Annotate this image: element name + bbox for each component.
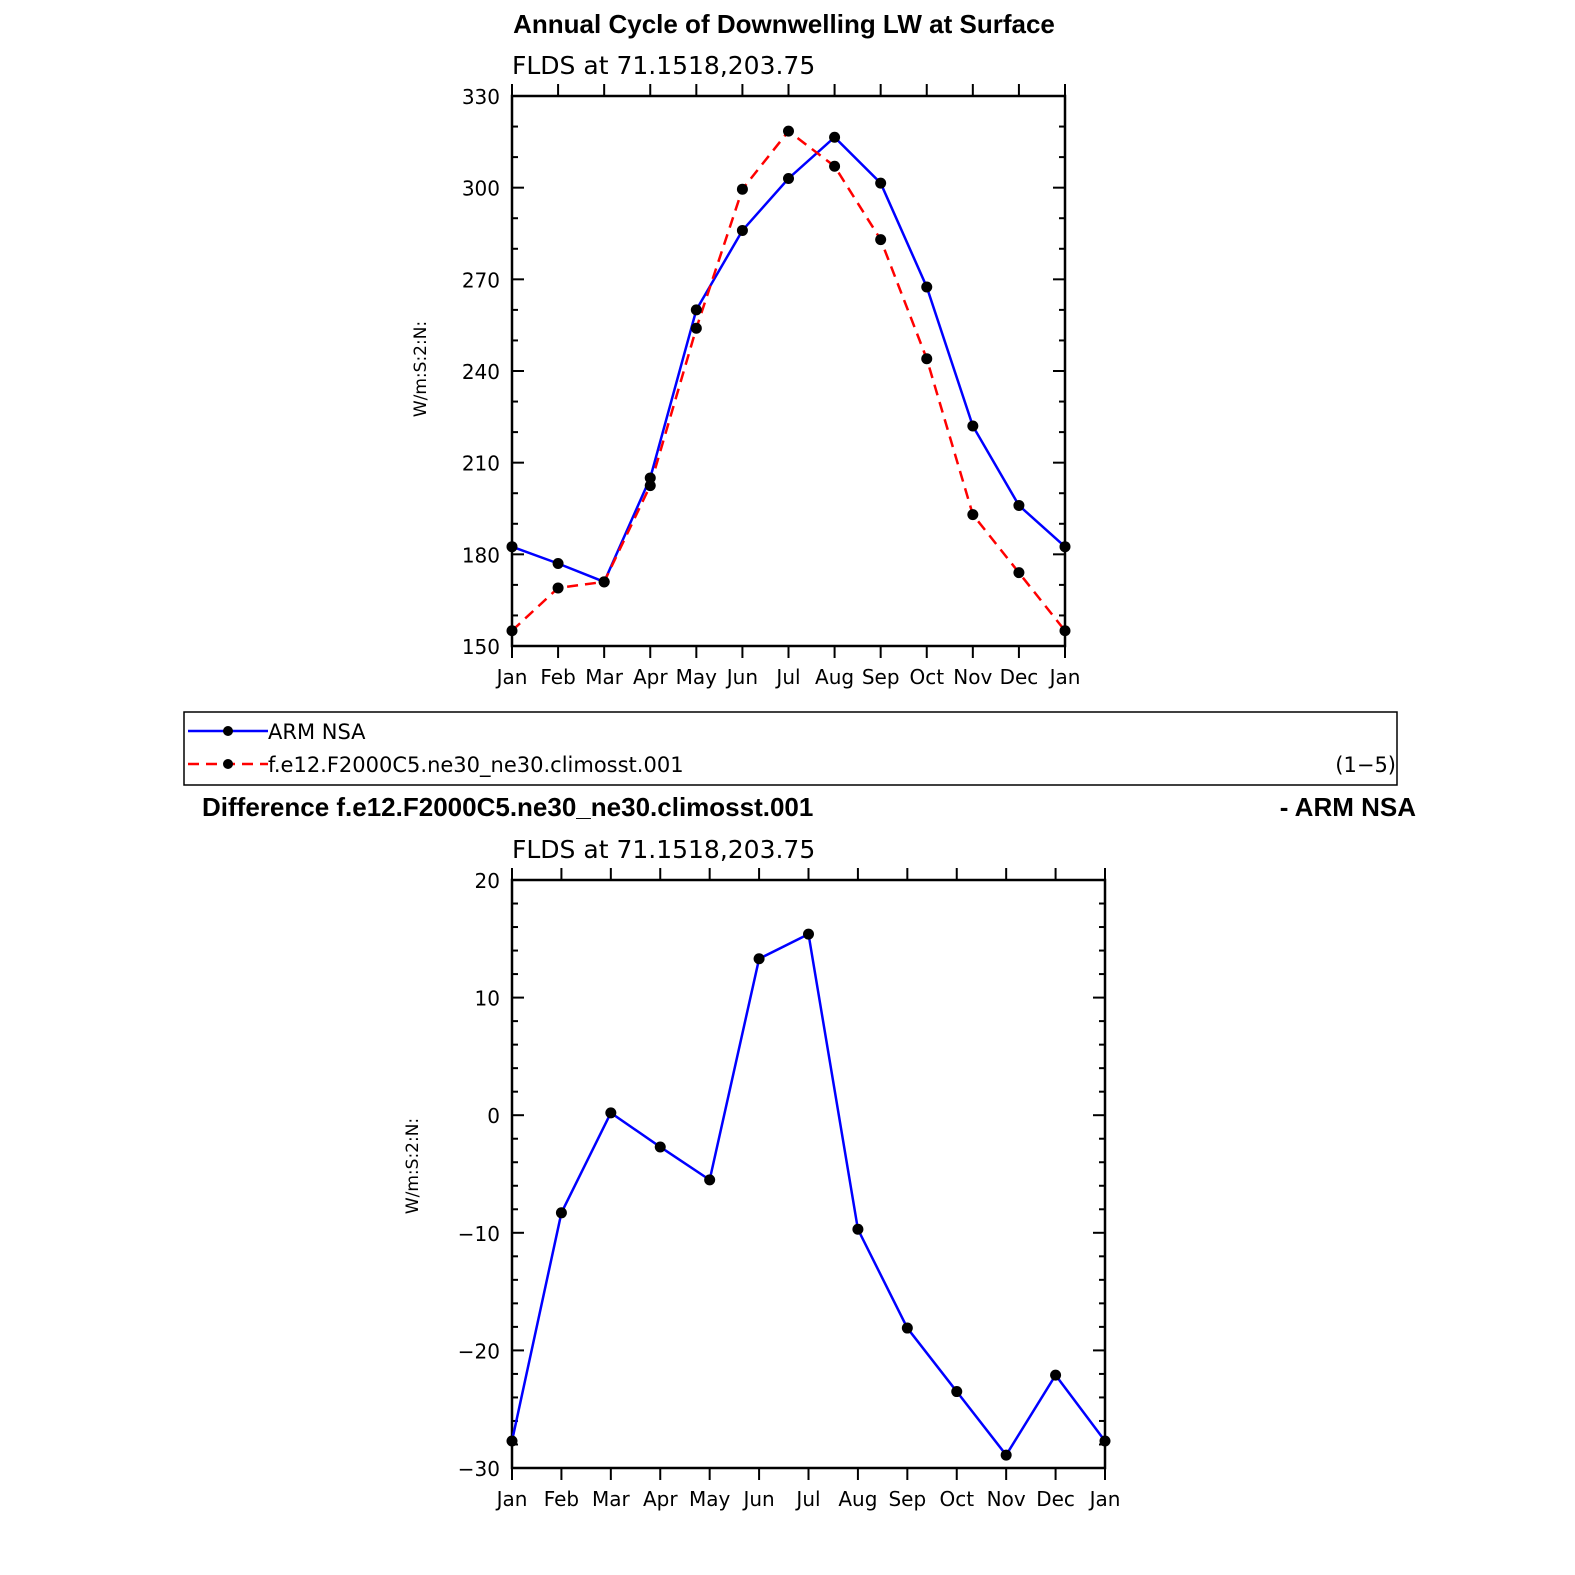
- chart1-series-1-point: [1059, 625, 1071, 637]
- chart1-x-tick-label: Jan: [495, 665, 528, 689]
- annual-cycle-chart: Annual Cycle of Downwelling LW at Surfac…: [411, 9, 1080, 689]
- chart1-y-tick-label: 240: [462, 360, 500, 384]
- chart2-x-tick-label: Jan: [1088, 1487, 1121, 1511]
- chart1-series-0-point: [783, 173, 794, 184]
- chart1-series-0-point: [506, 541, 518, 553]
- chart1-series-1-point: [598, 576, 610, 588]
- chart1-subtitle: FLDS at 71.1518,203.75: [512, 51, 815, 80]
- chart1-series-1-point: [829, 160, 841, 172]
- chart2-series-0-point: [951, 1386, 963, 1398]
- chart2-x-tick-label: Nov: [987, 1487, 1026, 1511]
- legend-note: (1−5): [1335, 753, 1396, 777]
- chart1-x-tick-label: Nov: [953, 665, 992, 689]
- chart2-y-tick-label: −20: [458, 1339, 500, 1363]
- chart2-title-right: - ARM NSA: [1280, 792, 1416, 822]
- chart1-x-tick-label: Oct: [909, 665, 944, 689]
- chart1-series-0-line: [511, 135, 1066, 584]
- chart2-series-0-point: [1050, 1369, 1062, 1381]
- chart1-title: Annual Cycle of Downwelling LW at Surfac…: [513, 9, 1055, 39]
- chart1-y-tick-label: 270: [462, 268, 500, 292]
- chart1-series-0-point: [552, 558, 564, 569]
- legend: ARM NSA f.e12.F2000C5.ne30_ne30.climosst…: [183, 711, 1398, 786]
- chart1-series-0-point: [967, 420, 979, 432]
- chart1-x-tick-label: Mar: [585, 665, 624, 689]
- chart2-x-tick-label: Oct: [939, 1487, 974, 1511]
- chart2-series-0-point: [654, 1141, 666, 1153]
- chart1-series-0-point: [690, 304, 702, 316]
- chart2-subtitle: FLDS at 71.1518,203.75: [512, 835, 815, 864]
- chart1-series-0-point: [875, 177, 887, 189]
- chart2-x-tick-label: Sep: [888, 1487, 926, 1511]
- chart1-series-0-point: [1059, 541, 1071, 553]
- chart1-series-1-point: [783, 125, 794, 137]
- chart2-y-tick-label: −10: [458, 1222, 500, 1246]
- chart2-series-0-point: [901, 1322, 913, 1334]
- chart2-x-tick-label: Jul: [794, 1487, 820, 1511]
- chart1-series-1-point: [644, 480, 656, 492]
- chart1-x-tick-label: Dec: [1000, 665, 1039, 689]
- chart2-x-tick-label: Mar: [592, 1487, 631, 1511]
- chart1-x-tick-label: May: [676, 665, 718, 689]
- chart2-series-0-point: [704, 1174, 716, 1186]
- chart1-x-tick-label: Feb: [540, 665, 575, 689]
- chart2-series-0-line: [510, 932, 1106, 1458]
- chart2-series-0-point: [852, 1223, 864, 1235]
- chart2-x-tick-label: Jun: [741, 1487, 774, 1511]
- chart1-x-tick-label: Jul: [774, 665, 800, 689]
- chart1-x-tick-label: Jun: [725, 665, 758, 689]
- chart2-series-0-point: [803, 928, 814, 940]
- chart1-series-1-point: [690, 322, 702, 334]
- chart1-series-0-point: [829, 131, 841, 143]
- chart2-series-0-point: [506, 1435, 518, 1447]
- chart1-y-tick-label: 210: [462, 452, 500, 476]
- chart1-x-tick-label: Aug: [815, 665, 854, 689]
- chart1-series-0-point: [644, 472, 656, 484]
- chart1-y-tick-label: 330: [462, 85, 500, 109]
- chart1-series-1-point: [506, 625, 518, 637]
- chart1-series-0-point: [1013, 499, 1025, 511]
- chart1-series-0-point: [736, 224, 748, 236]
- chart2-x-tick-label: Apr: [643, 1487, 678, 1511]
- chart2-y-axis-label: W/m:S:2:N:: [403, 1118, 423, 1214]
- chart2-x-tick-label: Jan: [495, 1487, 528, 1511]
- chart1-y-axis-label: W/m:S:2:N:: [411, 321, 431, 417]
- chart1-y-tick-label: 300: [462, 177, 500, 201]
- chart1-y-tick-label: 180: [462, 543, 500, 567]
- chart1-x-tick-label: Apr: [633, 665, 668, 689]
- chart1-series-1-point: [875, 234, 887, 246]
- chart1-x-tick-label: Jan: [1048, 665, 1081, 689]
- chart1-y-tick-label: 150: [462, 635, 500, 659]
- legend-label-model: f.e12.F2000C5.ne30_ne30.climosst.001: [268, 753, 684, 778]
- chart2-y-tick-label: 10: [475, 987, 500, 1011]
- chart2-series-0-point: [555, 1207, 567, 1219]
- chart1-series-0-point: [921, 281, 933, 293]
- chart1-series-1-line: [511, 129, 1066, 632]
- chart1-series-1-point: [552, 582, 564, 594]
- chart2-series-0-point: [605, 1107, 617, 1119]
- chart2-series-0-point: [753, 953, 765, 965]
- chart2-y-tick-label: −30: [458, 1457, 500, 1481]
- chart1-series-1-point: [921, 353, 933, 365]
- chart2-series-0-point: [1099, 1435, 1111, 1447]
- chart2-x-tick-label: Aug: [838, 1487, 877, 1511]
- chart2-y-tick-label: 20: [475, 869, 500, 893]
- chart2-x-tick-label: Feb: [544, 1487, 579, 1511]
- legend-marker-arm-nsa: [223, 726, 233, 736]
- legend-box: [183, 711, 1398, 786]
- chart1-series-1-point: [736, 183, 748, 195]
- chart1-x-tick-label: Sep: [862, 665, 900, 689]
- chart2-y-tick-label: 0: [487, 1104, 500, 1128]
- difference-chart: Difference f.e12.F2000C5.ne30_ne30.climo…: [202, 792, 1416, 1511]
- chart2-series-0-point: [1000, 1449, 1012, 1461]
- chart2-plot-frame: [510, 878, 1107, 1470]
- chart1-series-1-point: [967, 509, 979, 521]
- chart1-series-1-point: [1013, 567, 1025, 579]
- chart2-title-left: Difference f.e12.F2000C5.ne30_ne30.climo…: [202, 792, 813, 822]
- legend-label-arm-nsa: ARM NSA: [268, 720, 366, 744]
- chart2-x-tick-label: Dec: [1036, 1487, 1075, 1511]
- chart2-x-tick-label: May: [689, 1487, 731, 1511]
- legend-marker-model: [223, 759, 233, 769]
